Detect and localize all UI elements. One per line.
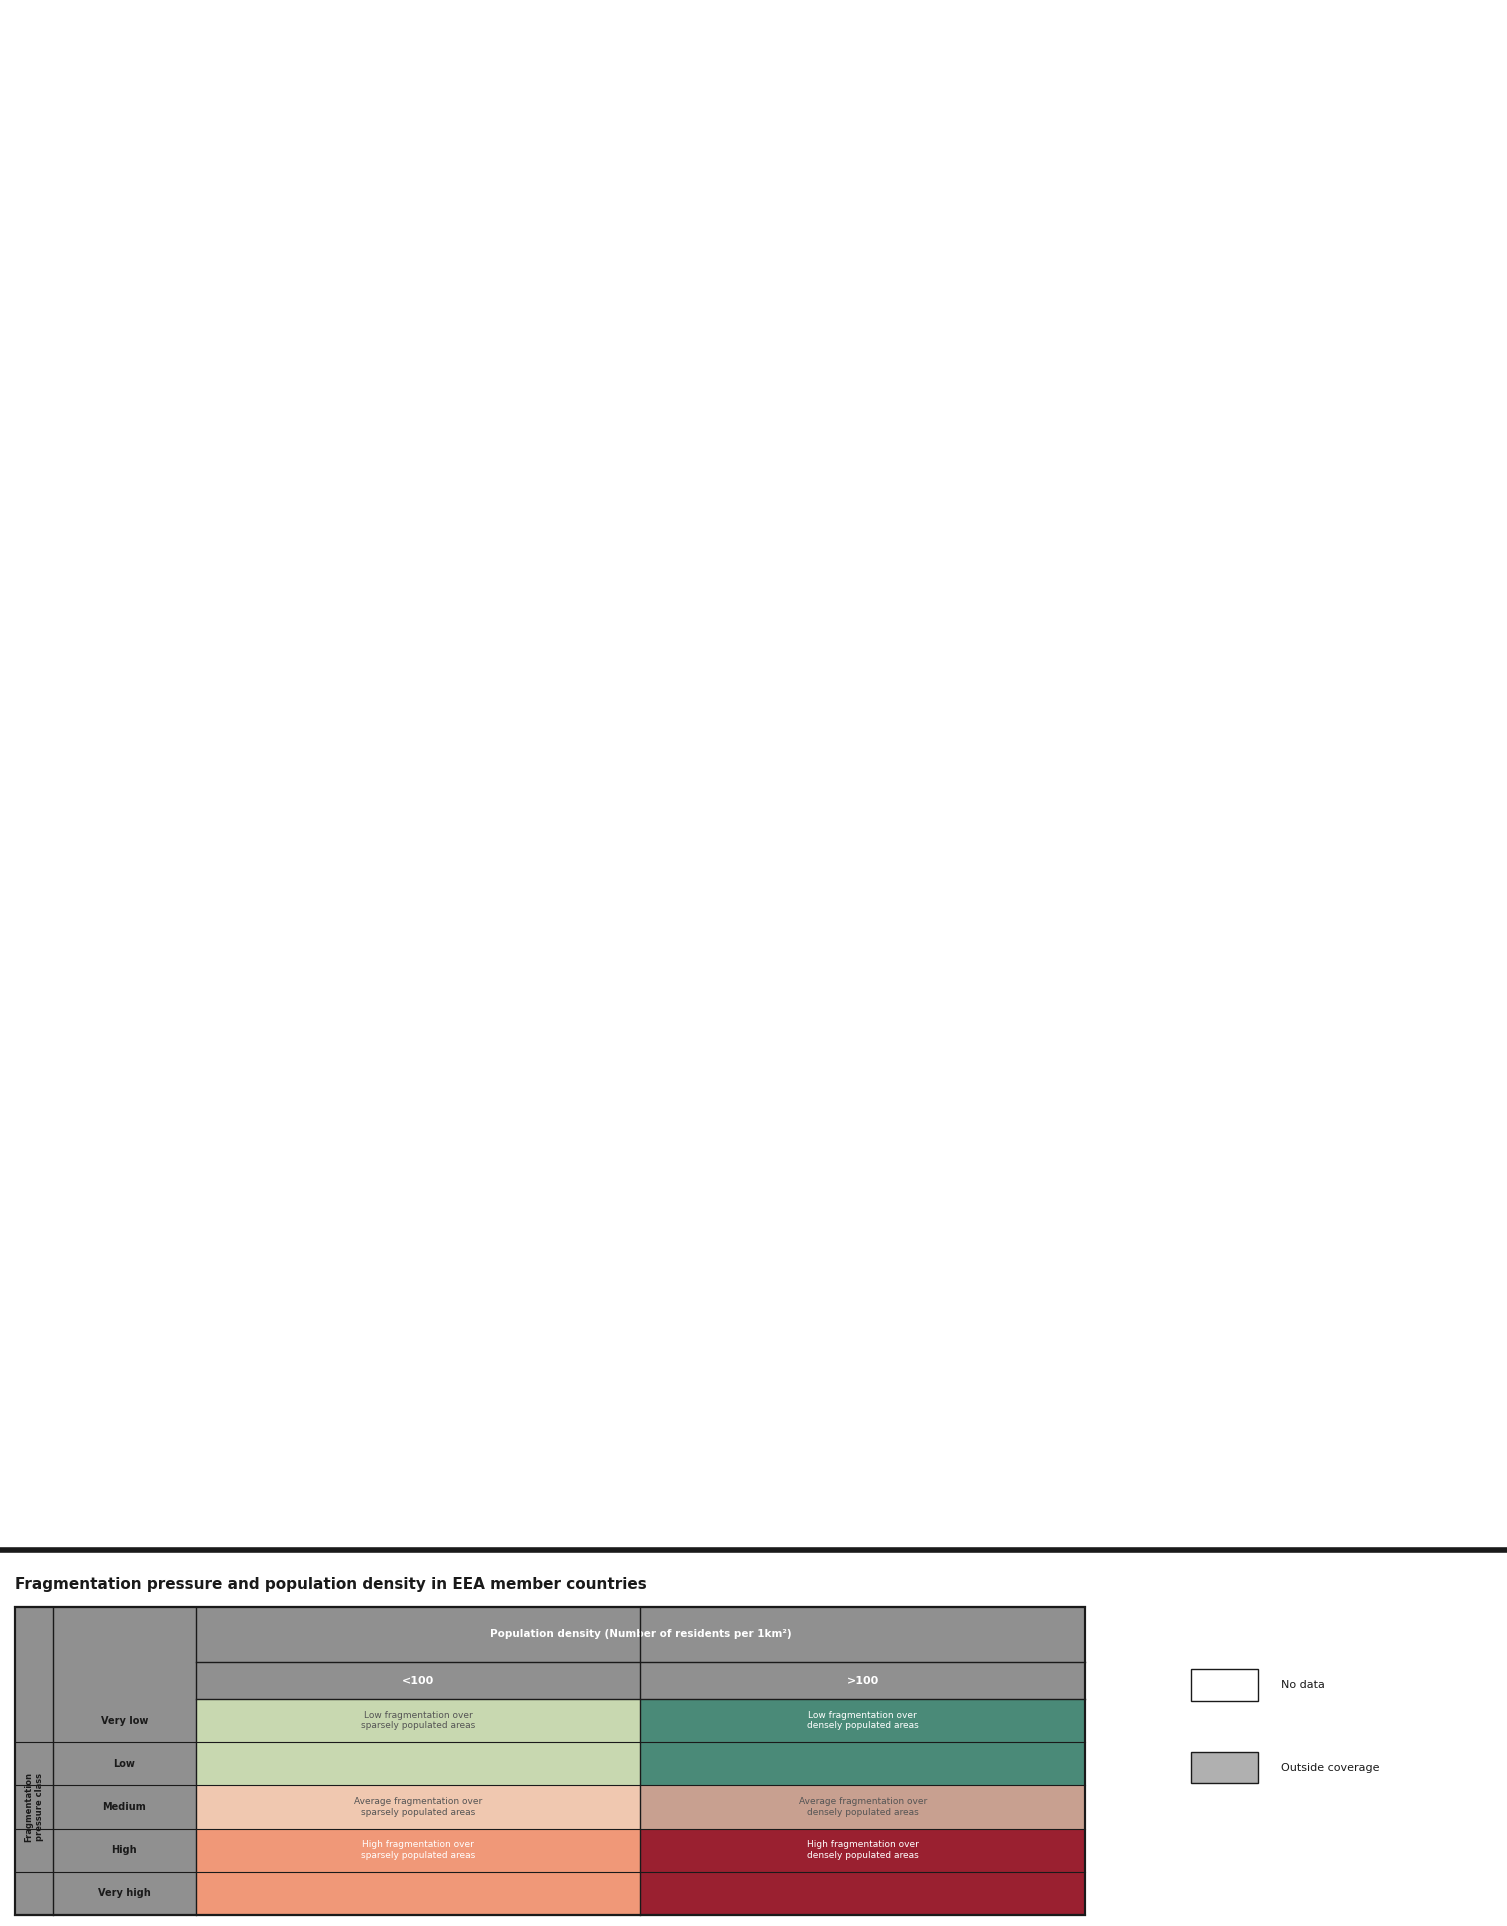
Text: Low fragmentation over
densely populated areas: Low fragmentation over densely populated… (806, 1710, 919, 1730)
Bar (15, 1606, 1085, 1914)
Text: Fragmentation
pressure class: Fragmentation pressure class (24, 1772, 44, 1841)
Bar (53, 1699, 196, 1743)
Bar (1191, 1753, 1258, 1783)
Bar (640, 1828, 1085, 1872)
Text: Population density (Number of residents per 1km²): Population density (Number of residents … (490, 1629, 791, 1639)
Bar (640, 1662, 1085, 1699)
Text: High fragmentation over
sparsely populated areas: High fragmentation over sparsely populat… (362, 1841, 475, 1861)
Bar (196, 1785, 640, 1828)
Bar (53, 1743, 196, 1785)
Bar (53, 1785, 196, 1828)
Bar (53, 1828, 196, 1872)
Text: No data: No data (1281, 1679, 1325, 1689)
Bar (196, 1606, 1085, 1662)
Bar (640, 1785, 1085, 1828)
Bar (640, 1743, 1085, 1785)
Bar (15, 1606, 1085, 1914)
Bar (53, 1872, 196, 1914)
Text: Very high: Very high (98, 1887, 151, 1899)
Bar (1191, 1670, 1258, 1701)
Bar (196, 1662, 640, 1699)
Text: Outside coverage: Outside coverage (1281, 1762, 1379, 1772)
Text: Medium: Medium (102, 1803, 146, 1812)
Text: <100: <100 (402, 1676, 434, 1685)
Text: Average fragmentation over
densely populated areas: Average fragmentation over densely popul… (799, 1797, 927, 1816)
Text: Fragmentation pressure and population density in EEA member countries: Fragmentation pressure and population de… (15, 1577, 647, 1591)
Text: High: High (112, 1845, 137, 1855)
Bar (196, 1828, 640, 1872)
Bar (196, 1699, 640, 1743)
Bar (640, 1699, 1085, 1743)
Text: >100: >100 (847, 1676, 879, 1685)
Bar (196, 1872, 640, 1914)
Bar (640, 1872, 1085, 1914)
Text: Very low: Very low (101, 1716, 148, 1726)
Text: Average fragmentation over
sparsely populated areas: Average fragmentation over sparsely popu… (354, 1797, 482, 1816)
Bar (15, 1699, 53, 1914)
Text: Low: Low (113, 1758, 136, 1768)
Text: High fragmentation over
densely populated areas: High fragmentation over densely populate… (806, 1841, 919, 1861)
Text: Low fragmentation over
sparsely populated areas: Low fragmentation over sparsely populate… (362, 1710, 475, 1730)
Bar (196, 1743, 640, 1785)
Bar (15, 1606, 196, 1699)
